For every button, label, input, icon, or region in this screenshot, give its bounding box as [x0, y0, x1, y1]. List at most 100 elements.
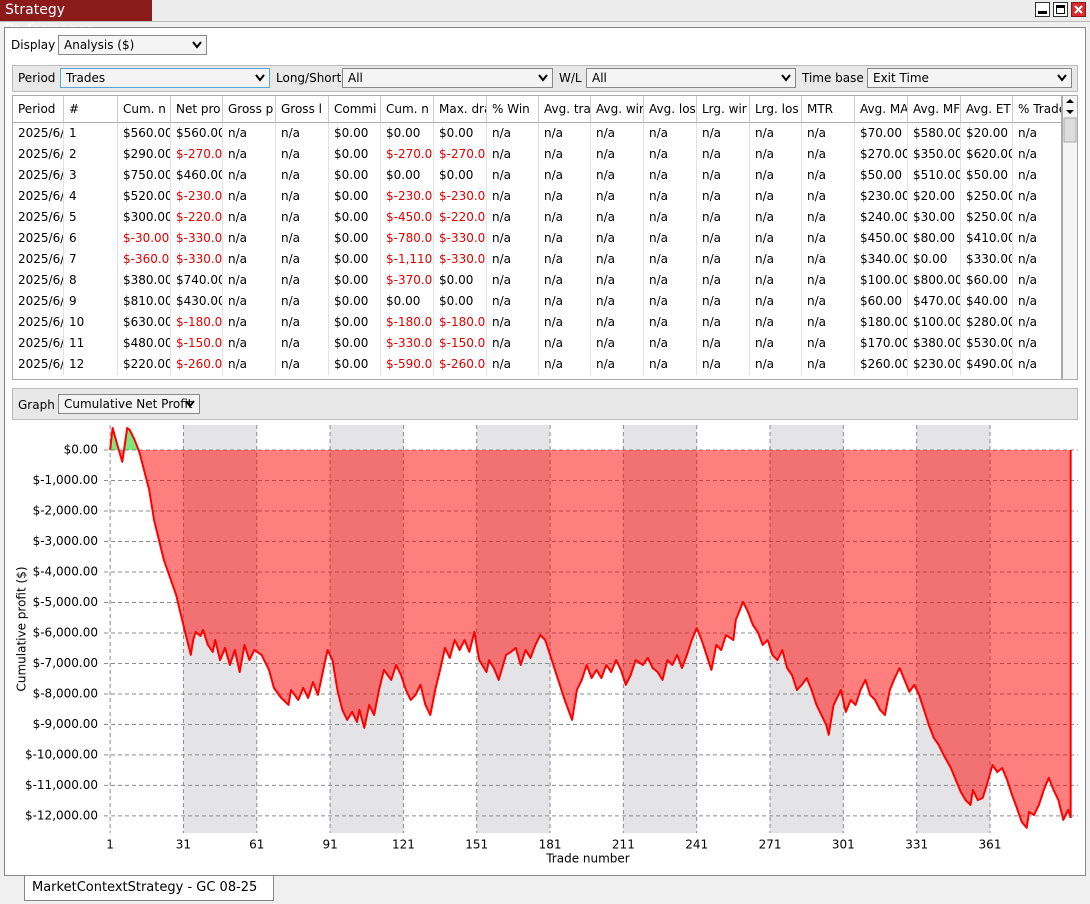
table-cell: $740.00: [171, 270, 223, 291]
close-button[interactable]: [1071, 2, 1086, 17]
table-cell: n/a: [1013, 123, 1061, 144]
table-cell: n/a: [1013, 165, 1061, 186]
table-cell: n/a: [591, 186, 644, 207]
x-tick-label: 331: [905, 838, 928, 852]
table-cell: n/a: [644, 312, 697, 333]
table-cell: $560.00: [118, 123, 171, 144]
x-tick-label: 301: [832, 838, 855, 852]
table-cell: n/a: [697, 333, 750, 354]
maximize-button[interactable]: [1053, 2, 1068, 17]
column-header[interactable]: Avg. los: [644, 96, 697, 123]
table-cell: n/a: [539, 123, 591, 144]
strategy-tab[interactable]: MarketContextStrategy - GC 08-25: [24, 876, 274, 901]
table-cell: n/a: [644, 354, 697, 375]
table-cell: n/a: [487, 228, 539, 249]
table-cell: $520.00: [118, 186, 171, 207]
table-cell: n/a: [697, 354, 750, 375]
table-cell: n/a: [276, 165, 329, 186]
table-cell: $450.00: [855, 228, 908, 249]
table-cell: $30.00: [908, 207, 961, 228]
display-label: Display: [11, 38, 56, 52]
table-cell: $70.00: [855, 123, 908, 144]
table-cell: n/a: [223, 291, 276, 312]
minimize-button[interactable]: [1035, 2, 1050, 17]
column-header[interactable]: #: [64, 96, 118, 123]
column-header[interactable]: % Trade: [1013, 96, 1061, 123]
table-cell: $-180.00: [171, 312, 223, 333]
table-cell: $-450.00: [381, 207, 434, 228]
table-cell: $-370.00: [381, 270, 434, 291]
table-cell: $240.00: [855, 207, 908, 228]
dropdown-value: Trades: [66, 71, 106, 85]
filter-label: Time base: [802, 71, 864, 85]
column-header[interactable]: Commi: [329, 96, 381, 123]
column-header[interactable]: MTR: [802, 96, 855, 123]
table-cell: $350.00: [908, 144, 961, 165]
table-cell: n/a: [276, 249, 329, 270]
table-cell: n/a: [591, 312, 644, 333]
column-header[interactable]: Max. dra: [434, 96, 487, 123]
x-tick-label: 241: [685, 838, 708, 852]
table-cell: 4: [64, 186, 118, 207]
table-cell: n/a: [487, 333, 539, 354]
table-cell: n/a: [276, 291, 329, 312]
table-cell: n/a: [1013, 228, 1061, 249]
table-cell: $100.00: [908, 312, 961, 333]
table-cell: n/a: [644, 165, 697, 186]
table-cell: $-220.00: [171, 207, 223, 228]
area-negative: [118, 450, 1071, 828]
table-cell: n/a: [223, 354, 276, 375]
column-header[interactable]: % Win: [487, 96, 539, 123]
column-header[interactable]: Net pro: [171, 96, 223, 123]
column-header[interactable]: Avg. MF: [908, 96, 961, 123]
table-cell: n/a: [223, 228, 276, 249]
column-header[interactable]: Avg. ET: [961, 96, 1013, 123]
column-header[interactable]: Gross p: [223, 96, 276, 123]
table-cell: n/a: [802, 270, 855, 291]
column-header[interactable]: Avg. MA: [855, 96, 908, 123]
column-header[interactable]: Lrg. los: [750, 96, 802, 123]
table-cell: n/a: [750, 354, 802, 375]
table-cell: $300.00: [118, 207, 171, 228]
table-cell: n/a: [539, 333, 591, 354]
column-header[interactable]: Avg. tra: [539, 96, 591, 123]
display-dropdown[interactable]: Analysis ($): [58, 35, 207, 55]
table-cell: $0.00: [329, 123, 381, 144]
period-dropdown[interactable]: Trades: [60, 68, 270, 88]
table-cell: $0.00: [381, 165, 434, 186]
table-cell: 8: [64, 270, 118, 291]
table-cell: n/a: [644, 270, 697, 291]
long-short-dropdown[interactable]: All: [342, 68, 553, 88]
filter-label: W/L: [559, 71, 582, 85]
table-cell: $0.00: [329, 354, 381, 375]
window-title: Strategy Performance: [0, 0, 152, 38]
y-axis-label: Cumulative profit ($): [15, 566, 29, 691]
column-header[interactable]: Lrg. wir: [697, 96, 750, 123]
time-base-dropdown[interactable]: Exit Time: [867, 68, 1072, 88]
column-header[interactable]: Period: [13, 96, 64, 123]
win-loss-dropdown[interactable]: All: [586, 68, 796, 88]
table-cell: $480.00: [118, 333, 171, 354]
column-header[interactable]: Cum. n: [381, 96, 434, 123]
table-cell: $430.00: [171, 291, 223, 312]
table-cell: n/a: [487, 186, 539, 207]
column-header[interactable]: Avg. wir: [591, 96, 644, 123]
table-cell: $-220.00: [434, 207, 487, 228]
table-cell: n/a: [697, 123, 750, 144]
graph-dropdown[interactable]: Cumulative Net Profit: [58, 394, 200, 414]
table-cell: 2025/6/: [13, 312, 64, 333]
table-cell: n/a: [591, 333, 644, 354]
table-cell: n/a: [750, 291, 802, 312]
column-header[interactable]: Gross l: [276, 96, 329, 123]
table-cell: n/a: [697, 270, 750, 291]
table-scrollbar[interactable]: [1062, 95, 1078, 380]
table-cell: $220.00: [118, 354, 171, 375]
table-header: Period # Cum. n Net pro Gross p Gross l Commi C…: [13, 96, 1061, 123]
column-header[interactable]: Cum. n: [118, 96, 171, 123]
table-cell: n/a: [223, 333, 276, 354]
table-cell: $620.00: [961, 144, 1013, 165]
table-cell: $560.00: [171, 123, 223, 144]
table-cell: n/a: [1013, 333, 1061, 354]
table-cell: n/a: [802, 354, 855, 375]
table-cell: n/a: [697, 312, 750, 333]
